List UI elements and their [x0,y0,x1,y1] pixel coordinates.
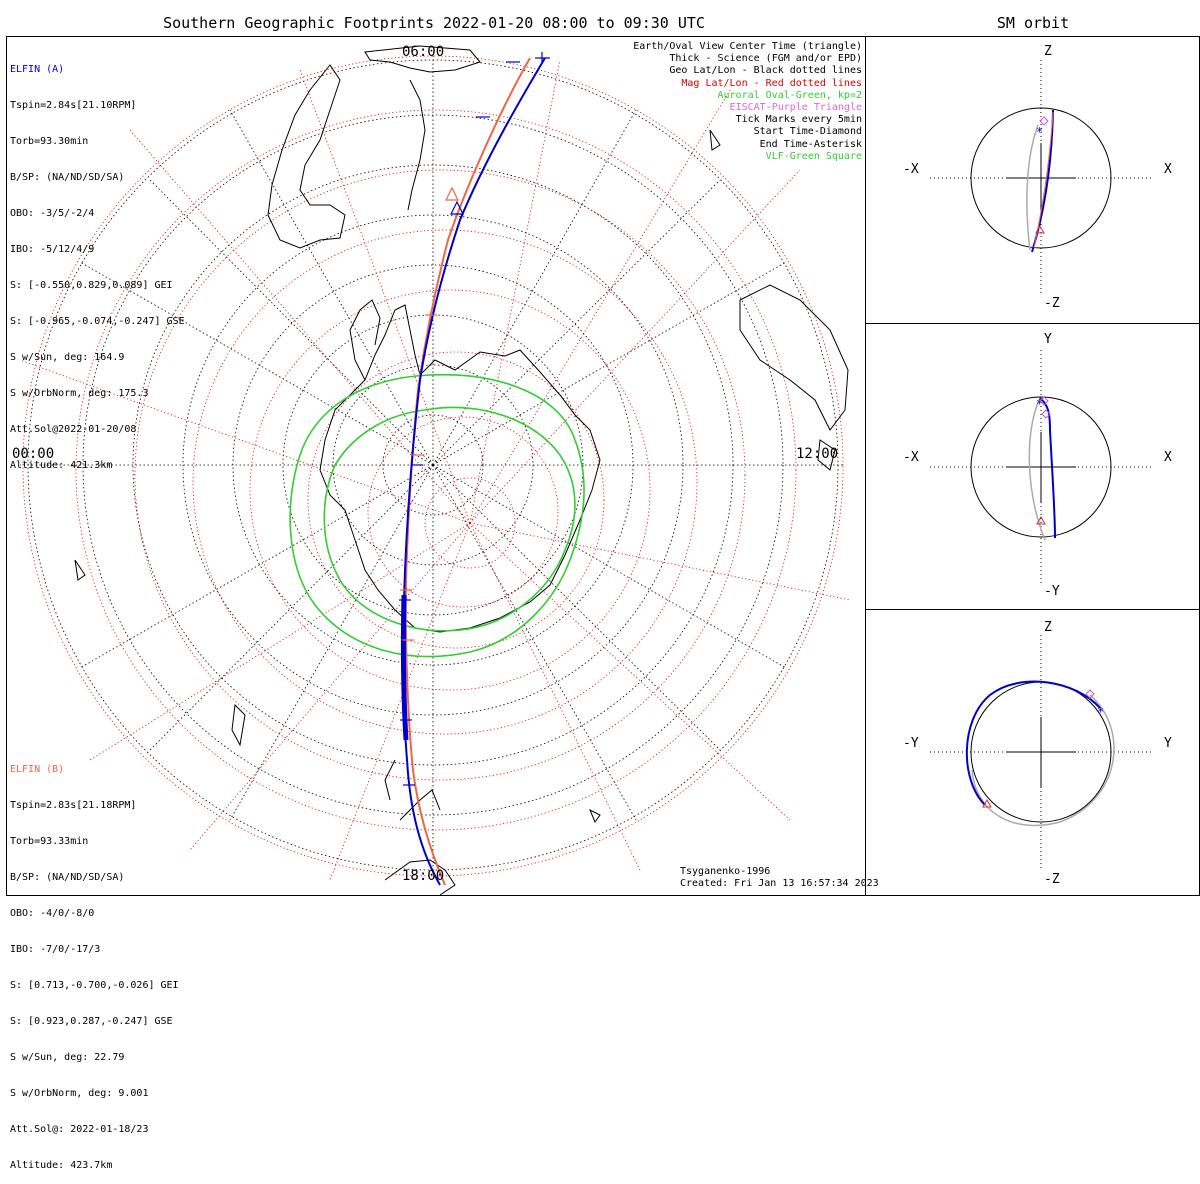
elfin-a-line: S: [-0.965,-0.074,-0.247] GSE [10,316,185,327]
elfin-b-view-center-marker [445,186,459,201]
map-footer: Tsyganenko-1996 Created: Fri Jan 13 16:5… [680,866,879,890]
legend-entry: Start Time-Diamond [753,126,862,138]
elfin-a-line: S: [-0.550,0.829,0.089] GEI [10,280,173,291]
map-graphics: * * * [19,45,1152,895]
elfin-b-line: B/SP: (NA/ND/SD/SA) [10,872,125,883]
auroral-oval-inner [323,406,576,632]
panel1-axis-bottom: -Z [1044,296,1060,311]
sm-panel-xy-graphics: * [930,350,1152,585]
legend-entry: VLF-Green Square [765,150,862,162]
sm-panel-xz-graphics: * [930,60,1152,295]
elfin-b-line: Altitude: 423.7km [10,1160,113,1171]
map-legend: Earth/Oval View Center Time (triangle) T… [633,41,862,163]
legend-entry: End Time-Asterisk [759,138,862,150]
elfin-a-science-segment [400,594,409,741]
panel2-axis-bottom: -Y [1044,584,1060,599]
elfin-a-line: S w/Sun, deg: 164.9 [10,352,125,363]
panel3-axis-top: Z [1044,620,1052,635]
elfin-a-info: ELFIN (A) Tspin=2.84s[21.10RPM] Torb=93.… [10,40,185,484]
svg-text:*: * [1097,705,1104,719]
elfin-b-line: S w/Sun, deg: 22.79 [10,1052,125,1063]
australia-coastline [739,284,849,471]
elfin-a-line: Att.Sol@2022-01-20/08 [10,424,137,435]
elfin-a-line: Tspin=2.84s[21.10RPM] [10,100,137,111]
elfin-a-line: IBO: -5/12/4/9 [10,244,95,255]
legend-entry: Thick - Science (FGM and/or EPD) [669,53,862,65]
elfin-a-line: OBO: -3/5/-2/4 [10,208,95,219]
panel2-axis-left: -X [903,450,919,465]
legend-entry: Mag Lat/Lon - Red dotted lines [681,77,862,89]
elfin-a-line: S w/OrbNorm, deg: 175.3 [10,388,149,399]
sm-orbit-title: SM orbit [996,14,1070,32]
geo-longitude-grid [20,55,845,875]
elfin-a-line: B/SP: (NA/ND/SD/SA) [10,172,125,183]
elfin-a-tick-marks [399,52,550,786]
panel3-axis-bottom: -Z [1044,872,1060,887]
legend-entry: Tick Marks every 5min [735,114,862,126]
model-name: Tsyganenko-1996 [680,866,771,877]
legend-entry: Auroral Oval-Green, kp=2 [717,89,863,101]
elfin-b-tick-marks [400,314,437,641]
hour-label-right: 12:00 [796,446,839,462]
svg-text:*: * [1036,125,1043,139]
panel1-axis-top: Z [1044,44,1052,59]
legend-entry: Geo Lat/Lon - Black dotted lines [669,65,862,77]
elfin-b-line: IBO: -7/0/-17/3 [10,944,101,955]
elfin-b-track [404,57,531,886]
svg-text:*: * [1036,397,1043,411]
legend-entry: Earth/Oval View Center Time (triangle) [633,41,862,52]
elfin-a-line: Torb=93.30min [10,136,89,147]
panel1-axis-right: X [1164,162,1172,177]
elfin-b-line: S w/OrbNorm, deg: 9.001 [10,1088,149,1099]
elfin-b-line: Tspin=2.83s[21.18RPM] [10,800,137,811]
elfin-b-info: ELFIN (B) Tspin=2.83s[21.18RPM] Torb=93.… [10,740,179,1184]
hour-label-left: 00:00 [12,446,55,462]
hour-label-top: 06:00 [402,44,445,60]
legend-entry: EISCAT-Purple Triangle [729,102,862,114]
antarctica-coastline [319,304,601,633]
elfin-b-line: Att.Sol@: 2022-01-18/23 [10,1124,149,1135]
elfin-b-line: S: [0.713,-0.700,-0.026] GEI [10,980,179,991]
elfin-b-line: OBO: -4/0/-8/0 [10,908,95,919]
panel1-axis-left: -X [903,162,919,177]
panel3-axis-left: -Y [903,736,919,751]
auroral-oval-outer [289,373,585,658]
mag-longitude-grid [19,59,851,881]
created-timestamp: Created: Fri Jan 13 16:57:34 2023 [680,878,879,889]
mag-latitude-grid [22,55,844,877]
elfin-a-line: Altitude: 421.3km [10,460,113,471]
panel2-axis-right: X [1164,450,1172,465]
south-america-coastline [267,45,481,249]
elfin-a-track [402,57,546,886]
elfin-b-line: S: [0.923,0.287,-0.247] GSE [10,1016,173,1027]
elfin-b-name: ELFIN (B) [10,764,65,775]
hour-label-bottom: 18:00 [402,868,445,884]
elfin-b-line: Torb=93.33min [10,836,89,847]
elfin-a-view-center-marker [450,200,464,215]
elfin-a-name: ELFIN (A) [10,64,65,75]
sm-panel-yz-graphics: * [930,635,1152,870]
islands [74,129,721,824]
antarctic-peninsula [349,299,381,381]
panel3-axis-right: Y [1164,736,1172,751]
panel2-axis-top: Y [1044,332,1052,347]
map-title: Southern Geographic Footprints 2022-01-2… [163,14,705,32]
